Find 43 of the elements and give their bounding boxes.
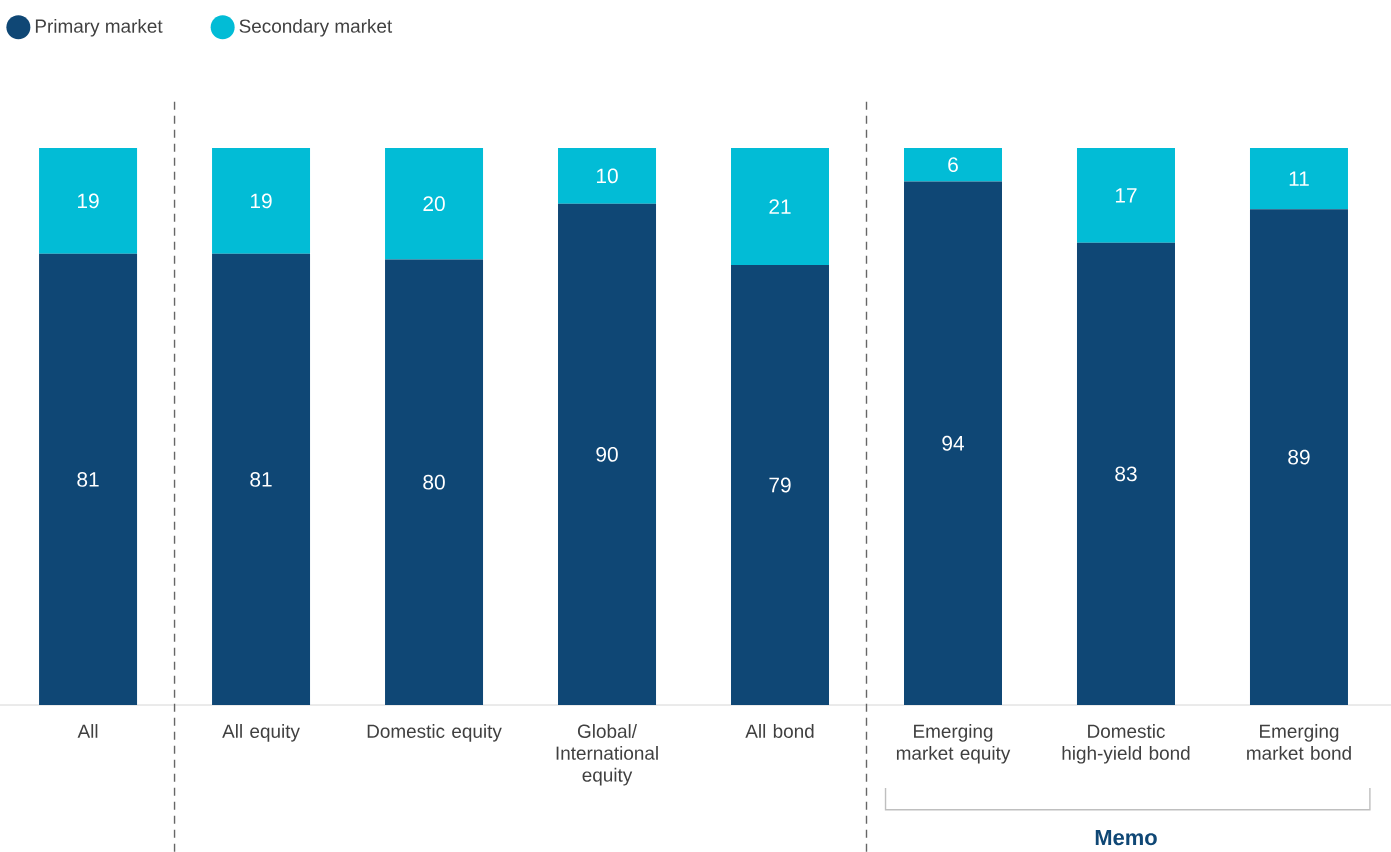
- x-tick-label: All: [77, 724, 98, 738]
- data-label: 11: [1289, 171, 1309, 186]
- x-tick-label: Global/ International equity: [556, 724, 658, 786]
- x-tick-label: Emerging market bond: [1247, 724, 1351, 760]
- data-label: 81: [77, 472, 99, 487]
- bar: [385, 147, 484, 260]
- data-label: 21: [769, 199, 791, 214]
- data-label: 79: [769, 477, 791, 493]
- text: Memo: [1095, 829, 1157, 846]
- bar: [1249, 209, 1348, 705]
- bar: [558, 147, 657, 204]
- data-label: 81: [250, 472, 272, 487]
- data-label: 6: [948, 157, 958, 173]
- bar: [731, 147, 830, 265]
- bar: [1076, 242, 1175, 705]
- legend-label: Secondary market: [239, 18, 393, 37]
- data-label: 19: [78, 193, 99, 209]
- x-tick-label: Domestic high-yield bond: [1062, 724, 1190, 764]
- data-label: 17: [1115, 188, 1137, 203]
- x-tick-label: All equity: [222, 724, 300, 742]
- bar: [39, 253, 138, 705]
- data-label: 90: [596, 446, 618, 462]
- data-label: 19: [251, 193, 272, 209]
- data-label: 94: [942, 435, 964, 451]
- bar: [212, 253, 311, 705]
- bar: [39, 147, 138, 254]
- data-label: 83: [1115, 466, 1137, 482]
- bar: [212, 147, 311, 254]
- data-label: 20: [423, 196, 445, 212]
- data-label: 10: [596, 168, 618, 184]
- bar: [1076, 147, 1175, 243]
- bar: [558, 203, 657, 705]
- bar: [385, 259, 484, 705]
- bar: [904, 147, 1002, 182]
- bar: [1249, 147, 1348, 210]
- data-label: 89: [1288, 449, 1310, 465]
- x-tick-label: All bond: [745, 724, 814, 738]
- bar: [731, 264, 830, 705]
- x-tick-label: Domestic equity: [367, 724, 502, 742]
- bar: [904, 181, 1002, 705]
- legend-label: Primary market: [35, 18, 163, 37]
- data-label: 80: [423, 474, 445, 490]
- x-tick-label: Emerging market equity: [896, 724, 1011, 764]
